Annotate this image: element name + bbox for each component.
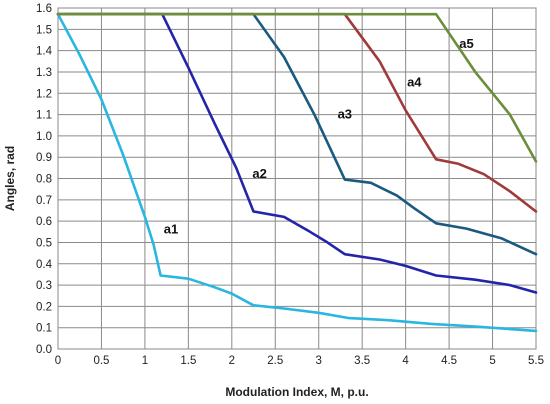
series-label-a5: a5 (459, 36, 473, 51)
y-tick-label: 0.1 (36, 323, 52, 335)
x-tick-labels: 0 0.5 1 1.5 2 2.5 3 3.5 4 4.5 5 5.5 (55, 355, 544, 367)
y-tick-label: 0.4 (36, 259, 53, 271)
y-tick-label: 1.5 (36, 24, 52, 36)
series-line-a2 (56, 12, 538, 294)
y-tick-label: 0.9 (36, 152, 52, 164)
x-tick-label: 1.5 (180, 355, 196, 367)
x-axis-label: Modulation Index, M, p.u. (225, 385, 368, 399)
y-tick-label: 1.4 (36, 46, 53, 58)
x-tick-label: 3 (316, 355, 322, 367)
y-tick-label: 1.0 (36, 131, 52, 143)
x-tick-label: 1 (142, 355, 148, 367)
x-tick-label: 0.5 (93, 355, 109, 367)
series-label-a2: a2 (252, 166, 266, 181)
x-tick-label: 3.5 (354, 355, 370, 367)
x-tick-label: 4.5 (441, 355, 457, 367)
x-tick-label: 2.5 (267, 355, 283, 367)
x-tick-label: 2 (229, 355, 235, 367)
x-tick-label: 0 (55, 355, 61, 367)
series-line-a3 (56, 12, 538, 256)
series-line-a4 (56, 12, 538, 213)
y-tick-label: 0.0 (36, 344, 52, 356)
series-line-a5 (56, 12, 538, 163)
y-tick-label: 1.3 (36, 67, 52, 79)
y-tick-label: 0.7 (36, 195, 52, 207)
y-axis-label: Angles, rad (3, 146, 17, 211)
y-tick-label: 1.6 (36, 3, 52, 15)
x-tick-label: 5 (489, 355, 495, 367)
y-tick-label: 0.2 (36, 301, 52, 313)
series-line-a1 (56, 12, 538, 333)
y-tick-label: 0.3 (36, 280, 52, 292)
x-tick-label: 5.5 (528, 355, 544, 367)
series-label-a1: a1 (164, 222, 178, 237)
y-tick-label: 0.5 (36, 237, 52, 249)
y-tick-label: 1.1 (36, 110, 52, 122)
y-tick-label: 1.2 (36, 88, 52, 100)
x-tick-label: 4 (402, 355, 409, 367)
y-tick-label: 0.6 (36, 216, 52, 228)
y-tick-labels: 0.0 0.1 0.2 0.3 0.4 0.5 0.6 0.7 0.8 0.9 1.0 1.1 1.2 1… (36, 3, 53, 356)
series-lines (56, 12, 538, 333)
grid-lines (57, 7, 537, 350)
series-label-a3: a3 (338, 107, 352, 122)
series-label-a4: a4 (407, 75, 422, 90)
y-tick-label: 0.8 (36, 174, 52, 186)
series-labels: a1 a2 a3 a4 a5 (164, 36, 474, 236)
